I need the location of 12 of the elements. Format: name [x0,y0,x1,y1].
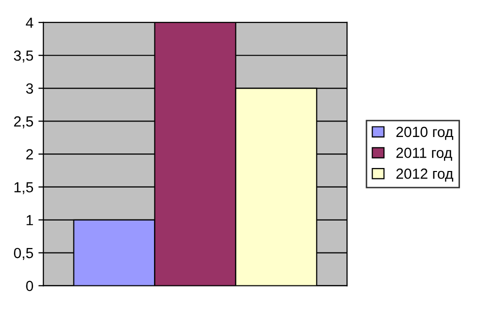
y-tick-label: 4 [26,18,34,28]
y-tick-label: 3 [26,83,34,94]
y-tick-label: 2,5 [14,116,34,128]
legend-label: 2010 год [396,126,454,140]
y-tick-label: 0 [26,280,34,292]
legend-label: 2011 год [396,148,452,161]
y-tick-label: 3,5 [14,50,34,63]
legend-label: 2012 год [396,168,454,182]
y-tick-label: 0,5 [14,248,34,260]
y-tick-label: 1 [26,215,33,226]
y-tick-label: 1,5 [14,182,34,194]
y-tick-label: 2 [26,149,33,160]
